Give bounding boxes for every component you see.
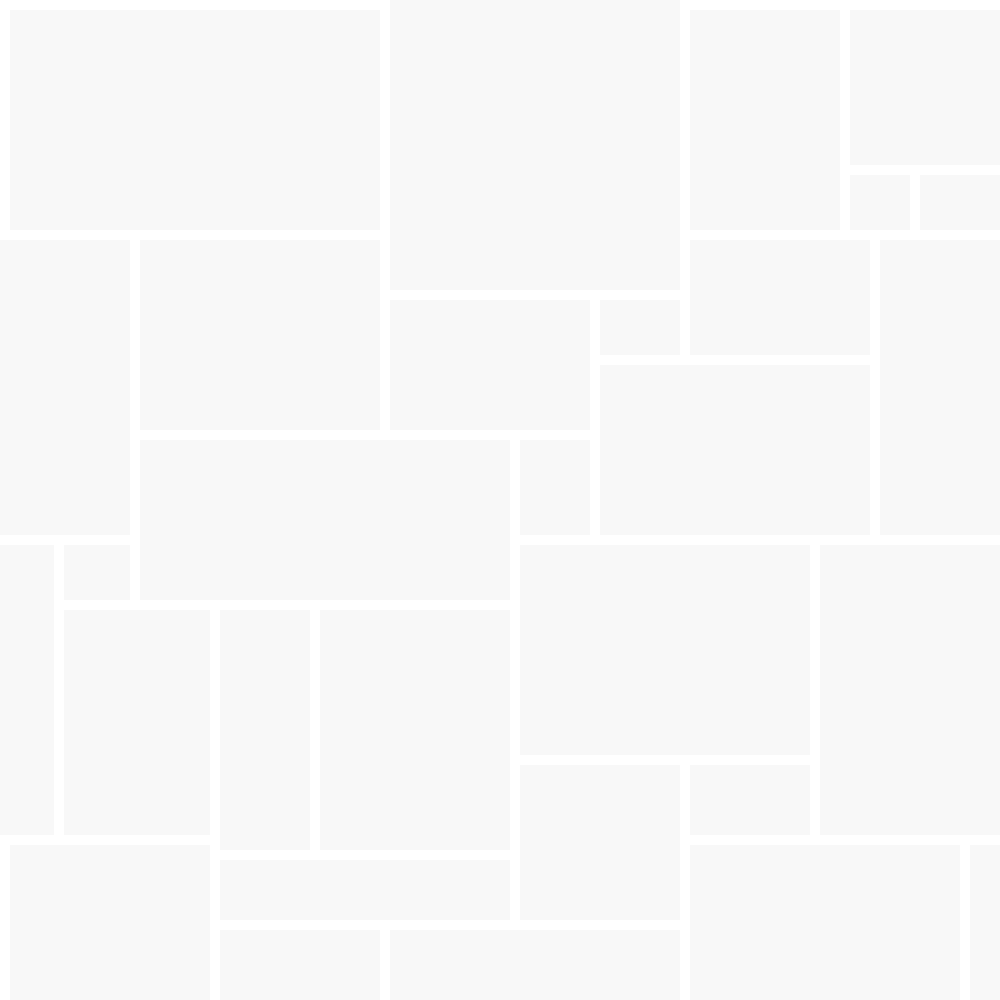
tile (10, 10, 380, 230)
tile (220, 610, 310, 850)
tile (690, 845, 960, 1000)
tile (0, 545, 54, 835)
tile (690, 10, 840, 230)
tile (600, 365, 870, 535)
tile (140, 240, 380, 430)
tile (140, 440, 510, 600)
tile (320, 610, 510, 850)
tile (690, 240, 870, 355)
tile (850, 10, 1000, 165)
tile (520, 765, 680, 920)
tile (820, 545, 1000, 835)
tile (10, 845, 210, 1000)
tile (690, 765, 810, 835)
tile (850, 175, 910, 230)
tile (390, 930, 680, 1000)
tile (520, 440, 590, 535)
tile (600, 300, 680, 355)
tile (520, 545, 810, 755)
tile (220, 860, 510, 920)
tile (220, 930, 380, 1000)
tile (390, 300, 590, 430)
tile (0, 240, 130, 535)
tile (64, 610, 210, 835)
tile (920, 175, 1000, 230)
tile (390, 0, 680, 290)
tile (880, 240, 1000, 535)
tile (64, 545, 130, 600)
tile (970, 845, 1000, 1000)
